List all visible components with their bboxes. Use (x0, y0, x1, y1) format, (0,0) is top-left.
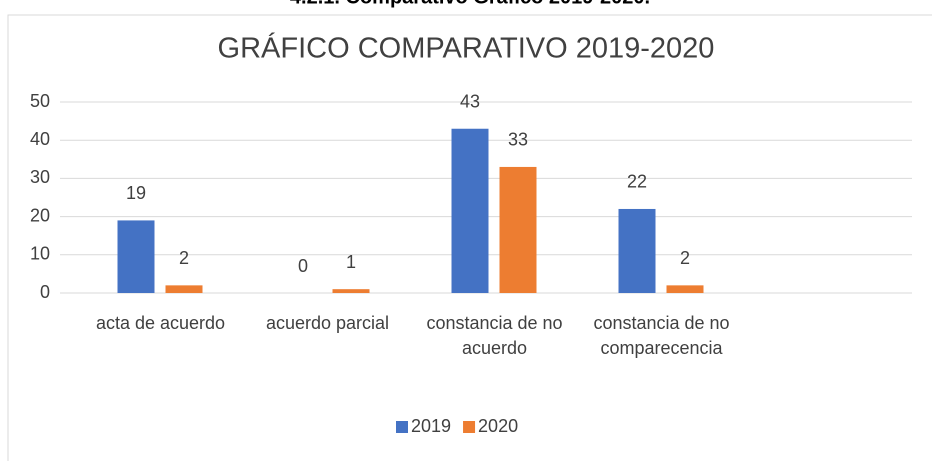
caption: 4.2.1. Comparativo Gráfico 2019-2020. (290, 0, 650, 8)
data-label: 0 (298, 256, 308, 276)
chart-title: GRÁFICO COMPARATIVO 2019-2020 (218, 32, 715, 65)
bar (117, 220, 155, 293)
data-label: 1 (346, 252, 356, 272)
x-tick-label: constancia de no comparecencia (593, 313, 729, 358)
bar (332, 289, 370, 293)
bar (618, 208, 656, 293)
data-label: 22 (627, 172, 647, 192)
x-tick-label: constancia de no acuerdo (426, 313, 562, 358)
legend-swatch (463, 421, 476, 433)
data-label: 2 (179, 248, 189, 268)
data-label: 43 (460, 91, 480, 111)
x-tick-label: acuerdo parcial (266, 313, 389, 333)
data-label: 2 (680, 248, 690, 268)
x-tick-label: acta de acuerdo (96, 313, 225, 333)
data-label: 19 (126, 183, 146, 203)
legend-label: 2019 (411, 416, 451, 436)
bar (165, 285, 203, 293)
y-tick-label: 30 (30, 167, 50, 187)
legend-label: 2020 (478, 416, 518, 436)
y-tick-label: 40 (30, 129, 50, 149)
data-label: 33 (508, 130, 528, 150)
y-tick-label: 50 (30, 91, 50, 111)
bar (499, 166, 537, 293)
y-tick-label: 0 (40, 282, 50, 302)
bar (666, 285, 704, 293)
y-tick-label: 20 (30, 205, 50, 225)
chart-border (7, 14, 932, 461)
y-tick-label: 10 (30, 244, 50, 264)
bar (451, 128, 489, 293)
legend-swatch (396, 421, 408, 433)
